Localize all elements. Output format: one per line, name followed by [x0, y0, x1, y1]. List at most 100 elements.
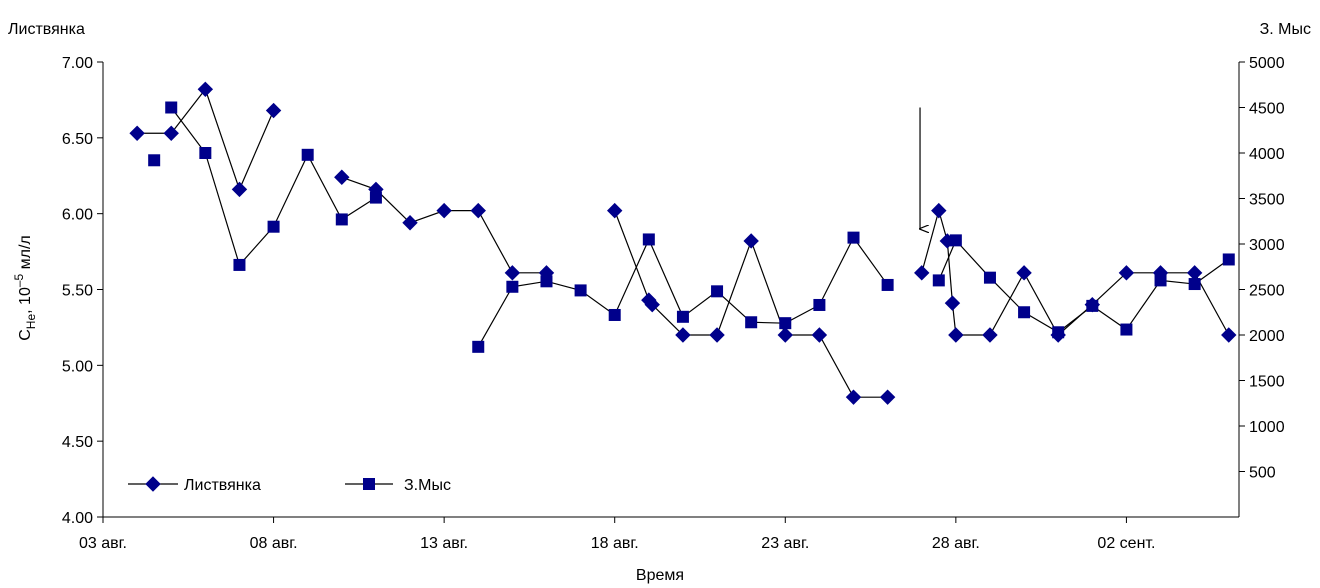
diamond-point [1118, 265, 1135, 281]
right-y-tick-label: 3000 [1249, 237, 1285, 254]
square-point [472, 340, 485, 353]
diamond-point [845, 389, 862, 405]
square-point [983, 271, 996, 284]
diamond-point [265, 102, 282, 119]
series-line [921, 208, 1230, 336]
legend-label: Листвянка [184, 477, 261, 494]
diamond-point [129, 125, 145, 141]
diamond-point [982, 327, 998, 343]
right-y-axis: 500 1000 1500 2000 2500 3000 3500 4000 4500 5000 [1239, 55, 1285, 482]
left-y-tick-label: 4.00 [62, 510, 93, 527]
diamond-point [914, 265, 930, 281]
x-axis: 03 авг. 08 авг. 13 авг. 18 авг. 23 авг. 28 ав… [79, 517, 1155, 552]
y-axis-title-superscript: –5 [12, 273, 26, 287]
legend-marker [363, 478, 375, 490]
legend-item: З.Мыс [345, 477, 451, 494]
legend-label: З.Мыс [404, 477, 451, 494]
square-point [949, 234, 962, 247]
x-tick-label: 23 авг. [761, 535, 809, 552]
square-point [881, 278, 894, 291]
square-point [1052, 326, 1065, 339]
diamond-point [504, 265, 521, 281]
y-axis-title-subscript: He [24, 314, 38, 330]
square-point [540, 275, 553, 288]
left-y-tick-label: 5.00 [62, 358, 93, 375]
square-point [711, 285, 724, 298]
diamond-point [709, 327, 725, 343]
left-axis-series-title: Листвянка [8, 21, 85, 38]
left-y-tick-label: 6.00 [62, 207, 93, 224]
diamond-point [811, 327, 828, 343]
right-y-tick-label: 4000 [1249, 146, 1285, 163]
square-point [369, 191, 382, 204]
square-point [779, 317, 792, 330]
square-point [506, 280, 519, 293]
series-line [938, 239, 1230, 333]
left-y-tick-label: 6.50 [62, 131, 93, 148]
left-y-tick-label: 7.00 [62, 55, 93, 72]
square-point [1222, 253, 1235, 266]
square-point [301, 148, 314, 161]
square-point [165, 101, 178, 114]
legend-marker [145, 476, 161, 492]
square-point [847, 231, 860, 244]
square-point [1120, 323, 1133, 336]
right-y-tick-label: 500 [1249, 465, 1276, 482]
diamond-point [931, 202, 947, 219]
diamond-point [1221, 327, 1237, 343]
diamond-point [777, 327, 793, 343]
series-1 [129, 81, 1237, 405]
diamond-point [644, 296, 660, 313]
diamond-point [944, 295, 961, 311]
square-point [335, 213, 348, 226]
diamond-point [231, 181, 248, 198]
x-axis-title: Время [636, 567, 684, 584]
square-point [1188, 278, 1201, 291]
square-point [148, 154, 161, 167]
series-line [170, 107, 377, 267]
right-axis-series-title: З. Мыс [1260, 21, 1311, 38]
square-point [267, 220, 280, 233]
y-axis-title-separator: , 10 [17, 287, 34, 314]
square-point [608, 308, 621, 321]
y-axis-title-base: C [17, 329, 34, 341]
diamond-point [334, 169, 350, 185]
square-point [1018, 306, 1031, 319]
x-tick-label: 08 авг. [250, 535, 298, 552]
right-y-tick-label: 3500 [1249, 192, 1285, 209]
diamond-point [1016, 265, 1032, 281]
diamond-point [879, 389, 896, 405]
square-point [642, 233, 655, 246]
legend-item: Листвянка [128, 476, 261, 494]
diamond-point [743, 233, 759, 249]
diamond-point [948, 327, 964, 343]
diamond-point [1186, 265, 1203, 281]
x-tick-label: 03 авг. [79, 535, 127, 552]
legend: Листвянка З.Мыс [128, 476, 451, 494]
series-layer [129, 81, 1237, 405]
right-y-tick-label: 2500 [1249, 283, 1285, 300]
right-y-tick-label: 1000 [1249, 419, 1285, 436]
right-y-tick-label: 4500 [1249, 101, 1285, 118]
square-point [932, 274, 945, 287]
diamond-point [163, 125, 179, 141]
diamond-point [470, 202, 486, 219]
square-point [199, 147, 212, 159]
x-tick-label: 18 авг. [591, 535, 639, 552]
square-point [813, 298, 826, 311]
diamond-point [675, 327, 691, 343]
square-point [676, 310, 689, 323]
right-y-tick-label: 1500 [1249, 374, 1285, 391]
x-tick-label: 28 авг. [932, 535, 980, 552]
left-y-tick-label: 5.50 [62, 283, 93, 300]
square-point [1154, 274, 1167, 287]
right-y-tick-label: 2000 [1249, 328, 1285, 345]
right-y-tick-label: 5000 [1249, 55, 1285, 72]
left-y-axis: 4.00 4.50 5.00 5.50 6.00 6.50 7.00 [62, 55, 103, 527]
square-point [745, 316, 758, 329]
diamond-point [607, 202, 623, 219]
series-2 [148, 101, 1235, 353]
square-point [1086, 299, 1099, 312]
diamond-point [402, 215, 418, 231]
diamond-point [436, 202, 452, 219]
